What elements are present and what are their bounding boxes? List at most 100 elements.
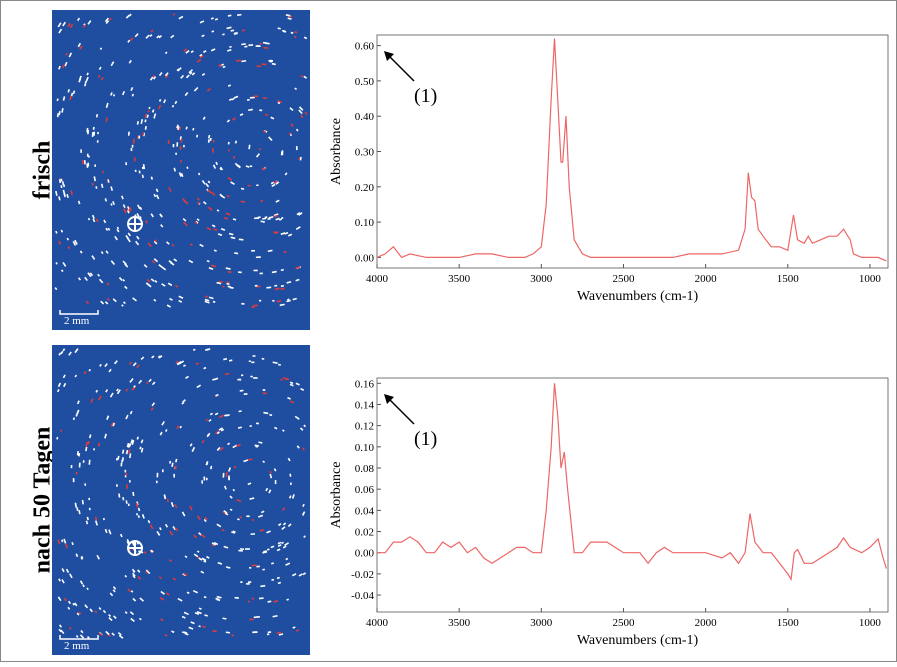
x-tick-label: 3500: [448, 273, 471, 285]
ridge-dot: [207, 189, 212, 194]
ridge-dot: [79, 250, 83, 254]
ridge-dot: [228, 475, 230, 480]
scale-bar: [59, 635, 99, 640]
ridge-dot: [131, 439, 135, 445]
ridge-dot: [138, 170, 141, 174]
ridge-dot: [76, 17, 81, 22]
ridge-dot: [243, 393, 248, 395]
ridge-dot: [122, 496, 125, 501]
ridge-dot: [153, 113, 157, 117]
ridge-dot: [166, 304, 171, 308]
ridge-dot: [107, 179, 110, 183]
ridge-dot: [75, 635, 79, 638]
ridge-dot: [58, 628, 62, 633]
ridge-dot: [251, 306, 255, 308]
ridge-dot: [124, 285, 128, 290]
annotation: (1): [414, 85, 437, 107]
ridge-dot: [201, 557, 207, 562]
ridge-dot: [176, 142, 179, 147]
ridge-dot: [61, 568, 65, 573]
ridge-dot: [262, 389, 266, 391]
ridge-dot: [249, 618, 254, 621]
panel-label: frisch: [30, 141, 56, 200]
ridge-dot: [281, 541, 284, 545]
ridge-dot: [156, 35, 160, 39]
ridge-dot: [274, 480, 277, 485]
ridge-dot: [239, 516, 242, 519]
ridge-dot: [262, 130, 266, 133]
ridge-dot: [147, 110, 150, 113]
ridge-dot: [132, 362, 137, 367]
ridge-dot: [216, 209, 220, 212]
ridge-dot: [148, 106, 151, 110]
ridge-dot: [263, 411, 269, 415]
ridge-dot: [57, 539, 61, 545]
ridge-dot: [155, 188, 159, 193]
ridge-dot: [69, 626, 72, 630]
ridge-dot: [108, 617, 113, 622]
ridge-dot: [238, 238, 244, 241]
ridge-dot: [57, 382, 62, 388]
ridge-dot: [206, 87, 211, 92]
ridge-dot: [91, 214, 95, 219]
ridge-dot: [121, 195, 124, 200]
ridge-dot: [118, 277, 123, 281]
ridge-dot: [186, 166, 189, 170]
ridge-dot: [125, 162, 128, 166]
ridge-dot: [85, 76, 89, 82]
ridge-dot: [198, 607, 202, 610]
ridge-dot: [225, 566, 231, 569]
ridge-dot: [167, 282, 173, 287]
ridge-dot: [276, 631, 282, 634]
ridge-dot: [163, 495, 167, 500]
ridge-dot: [255, 422, 260, 425]
ridge-dot: [227, 285, 232, 288]
ridge-dot: [303, 36, 308, 40]
ridge-dot: [141, 166, 144, 170]
ridge-dot: [133, 157, 136, 162]
ridge-dot: [63, 382, 67, 388]
ridge-pattern: [54, 13, 308, 308]
y-tick-label: 0.50: [355, 76, 375, 88]
ridge-dot: [173, 167, 176, 172]
ridge-dot: [109, 592, 114, 597]
ridge-dot: [231, 117, 237, 121]
ridge-dot: [303, 535, 306, 539]
ridge-dot: [127, 208, 131, 213]
ridge-dot: [240, 187, 245, 191]
ridge-dot: [69, 24, 74, 29]
ridge-dot: [241, 43, 246, 46]
ridge-dot: [105, 227, 109, 231]
ridge-dot: [178, 15, 184, 20]
ridge-dot: [205, 461, 209, 466]
ridge-dot: [181, 401, 185, 405]
ridge-dot: [251, 249, 255, 252]
ridge-dot: [60, 185, 63, 189]
ridge-dot: [98, 395, 102, 401]
ridge-dot: [147, 242, 152, 248]
ridge-dot: [92, 218, 96, 223]
ridge-dot: [195, 220, 199, 224]
ridge-dot: [298, 109, 303, 115]
ridge-dot: [246, 98, 250, 101]
ridge-dot: [69, 573, 73, 579]
ridge-dot: [169, 530, 174, 536]
ridge-dot: [287, 523, 292, 528]
ridge-dot: [160, 618, 164, 622]
ridge-dot: [112, 94, 116, 97]
ridge-dot: [193, 86, 199, 92]
ridge-dot: [172, 525, 176, 531]
ridge-dot: [190, 621, 195, 625]
ridge-dot: [164, 74, 169, 79]
ridge-dot: [185, 74, 190, 79]
ridge-dot: [231, 634, 235, 637]
ridge-dot: [99, 47, 103, 50]
ridge-dot: [130, 87, 134, 92]
ridge-dot: [268, 59, 273, 63]
ridge-dot: [235, 443, 241, 448]
ridge-dot: [176, 425, 180, 430]
ridge-dot: [158, 264, 164, 269]
ridge-dot: [259, 299, 262, 302]
ridge-dot: [100, 251, 104, 255]
ridge-dot: [251, 519, 255, 521]
